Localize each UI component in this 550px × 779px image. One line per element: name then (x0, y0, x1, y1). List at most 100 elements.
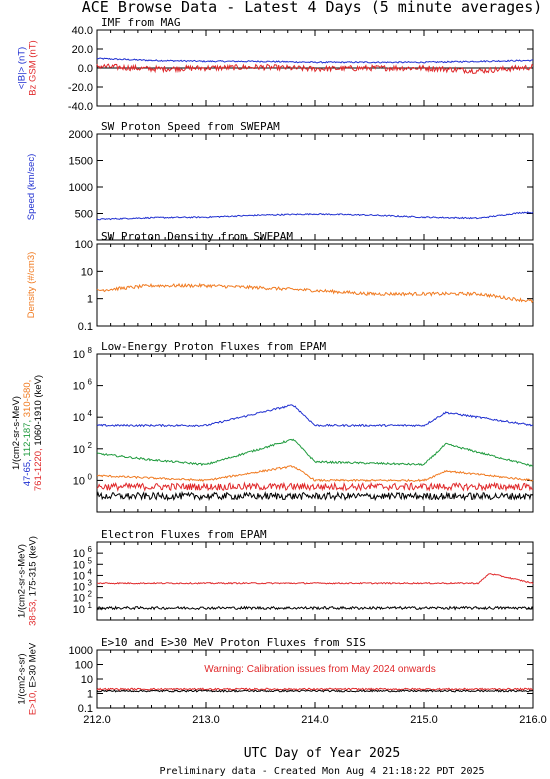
panel-1: SW Proton Speed from SWEPAM 2000 1500 1000 5… (26, 120, 534, 241)
y-axis-label-part: 38-53, (28, 599, 39, 626)
series-line (96, 605, 534, 611)
y-tick-label: 0.1 (78, 321, 93, 333)
x-tick-label: 213.0 (192, 714, 220, 726)
y-axis-label: 761-1220, 1060-1910 (keV) (33, 375, 44, 491)
series-line (96, 404, 534, 428)
y-axis-label-part: 310-580, (22, 380, 33, 420)
y-tick-exponent: 5 (88, 556, 93, 565)
y-tick-label: 1 (87, 689, 93, 701)
y-tick-exponent: 1 (88, 601, 93, 610)
y-axis-label: 1/(cm2-sr-s-MeV) (11, 396, 22, 470)
y-axis-label-part: 1/(cm2-sr-s-MeV) (11, 396, 22, 470)
series-line (96, 57, 534, 64)
y-axis-label: 38-53, 175-315 (keV) (28, 536, 39, 626)
y-tick-label: -20.0 (68, 82, 93, 94)
series-line (96, 211, 534, 221)
footer-text: Preliminary data - Created Mon Aug 4 21:… (159, 766, 484, 777)
y-tick-label: 1500 (69, 156, 93, 168)
series-line (96, 465, 534, 483)
plot-frame (96, 649, 534, 709)
series-line (96, 63, 534, 75)
series-line (96, 490, 534, 502)
y-tick-exponent: 2 (88, 590, 93, 599)
calibration-warning: Warning: Calibration issues from May 202… (204, 664, 435, 675)
y-tick-label: 10 (81, 266, 93, 278)
x-axis-label: UTC Day of Year 2025 (244, 746, 401, 761)
y-axis-label: <|B|> (nT) (17, 47, 28, 89)
panels: IMF from MAG 40.0 20.0 0.0 -20.0 -40.0 <|B|> (… (11, 16, 547, 726)
y-axis-label-part: Bz GSM (nT) (28, 40, 39, 95)
y-tick-label: -40.0 (68, 101, 93, 113)
panel-title: SW Proton Speed from SWEPAM (101, 120, 280, 133)
y-axis-label-part: 1/(cm2-s-sr) (17, 653, 28, 704)
panel-title: E>10 and E>30 MeV Proton Fluxes from SIS (101, 636, 366, 649)
y-axis-label: 1/(cm2-sr-s-MeV) (17, 544, 28, 618)
y-axis-label-part: Speed (km/sec) (26, 154, 37, 221)
y-tick-exponent: 8 (88, 346, 93, 355)
y-tick-label: 10 (73, 475, 85, 487)
panel-title: Low-Energy Proton Fluxes from EPAM (101, 340, 327, 353)
figure-title: ACE Browse Data - Latest 4 Days (5 minut… (82, 0, 543, 16)
series-line (96, 481, 533, 492)
y-axis-label-part: 112-187, (22, 420, 33, 459)
panel-title: IMF from MAG (101, 16, 180, 29)
series-line (97, 573, 534, 585)
y-axis-label: 47-65, 112-187, 310-580, (22, 380, 33, 487)
plot-frame (96, 133, 534, 241)
y-tick-label: 10 (73, 412, 85, 424)
y-axis-label: E>10, E>30 MeV (28, 642, 39, 715)
y-axis-label-part: E>30 MeV (28, 642, 39, 690)
y-axis-label-part: 1/(cm2-sr-s-MeV) (17, 544, 28, 618)
x-tick-label: 215.0 (410, 714, 438, 726)
y-tick-label: 10 (73, 593, 85, 605)
y-tick-label: 10 (73, 548, 85, 560)
y-tick-label: 0.0 (78, 63, 93, 75)
x-tick-label: 216.0 (519, 714, 547, 726)
y-axis-label-part: 47-65, (22, 459, 33, 486)
y-axis-label-part: <|B|> (nT) (17, 47, 28, 89)
y-tick-exponent: 6 (88, 378, 93, 387)
y-tick-label: 100 (75, 660, 93, 672)
x-tick-label: 214.0 (301, 714, 329, 726)
y-tick-label: 100 (75, 239, 93, 251)
series-line (96, 438, 534, 467)
y-tick-label: 2000 (69, 129, 93, 141)
y-tick-label: 20.0 (72, 44, 93, 56)
y-axis-label: Bz GSM (nT) (28, 40, 39, 95)
panel-title: SW Proton Density from SWEPAM (101, 230, 293, 243)
x-tick-label: 212.0 (83, 714, 111, 726)
y-tick-label: 1000 (69, 182, 93, 194)
y-axis-label-part: 761-1220, (33, 448, 44, 491)
y-tick-exponent: 3 (88, 579, 93, 588)
y-tick-exponent: 4 (88, 567, 93, 576)
panel-5: E>10 and E>30 MeV Proton Fluxes from SIS… (17, 636, 534, 715)
y-axis-label-part: E>10, (28, 690, 39, 715)
series-line (96, 687, 534, 691)
y-tick-label: 500 (75, 209, 93, 221)
y-tick-label: 40.0 (72, 25, 93, 37)
panel-0: IMF from MAG 40.0 20.0 0.0 -20.0 -40.0 <|B|> (… (17, 16, 534, 113)
y-axis-label: 1/(cm2-s-sr) (17, 653, 28, 704)
y-tick-label: 10 (73, 444, 85, 456)
y-axis-label: Speed (km/sec) (26, 154, 37, 221)
y-tick-exponent: 6 (88, 545, 93, 554)
y-tick-exponent: 2 (88, 441, 93, 450)
panel-2: SW Proton Density from SWEPAM 100 10 1 0.1 De… (26, 230, 534, 333)
y-axis-label-part: Density (#/cm3) (26, 252, 37, 319)
y-axis-label: Density (#/cm3) (26, 252, 37, 319)
y-axis-label-part: 1060-1910 (keV) (33, 375, 44, 448)
y-tick-label: 10 (73, 559, 85, 571)
y-tick-label: 1000 (69, 645, 93, 657)
y-tick-label: 10 (81, 674, 93, 686)
panel-title: Electron Fluxes from EPAM (101, 528, 267, 541)
y-tick-label: 1 (87, 294, 93, 306)
series-line (96, 282, 534, 304)
y-tick-label: 10 (73, 570, 85, 582)
y-tick-label: 10 (73, 604, 85, 616)
y-tick-label: 0.1 (78, 703, 93, 715)
y-tick-label: 10 (73, 582, 85, 594)
y-tick-label: 10 (73, 381, 85, 393)
